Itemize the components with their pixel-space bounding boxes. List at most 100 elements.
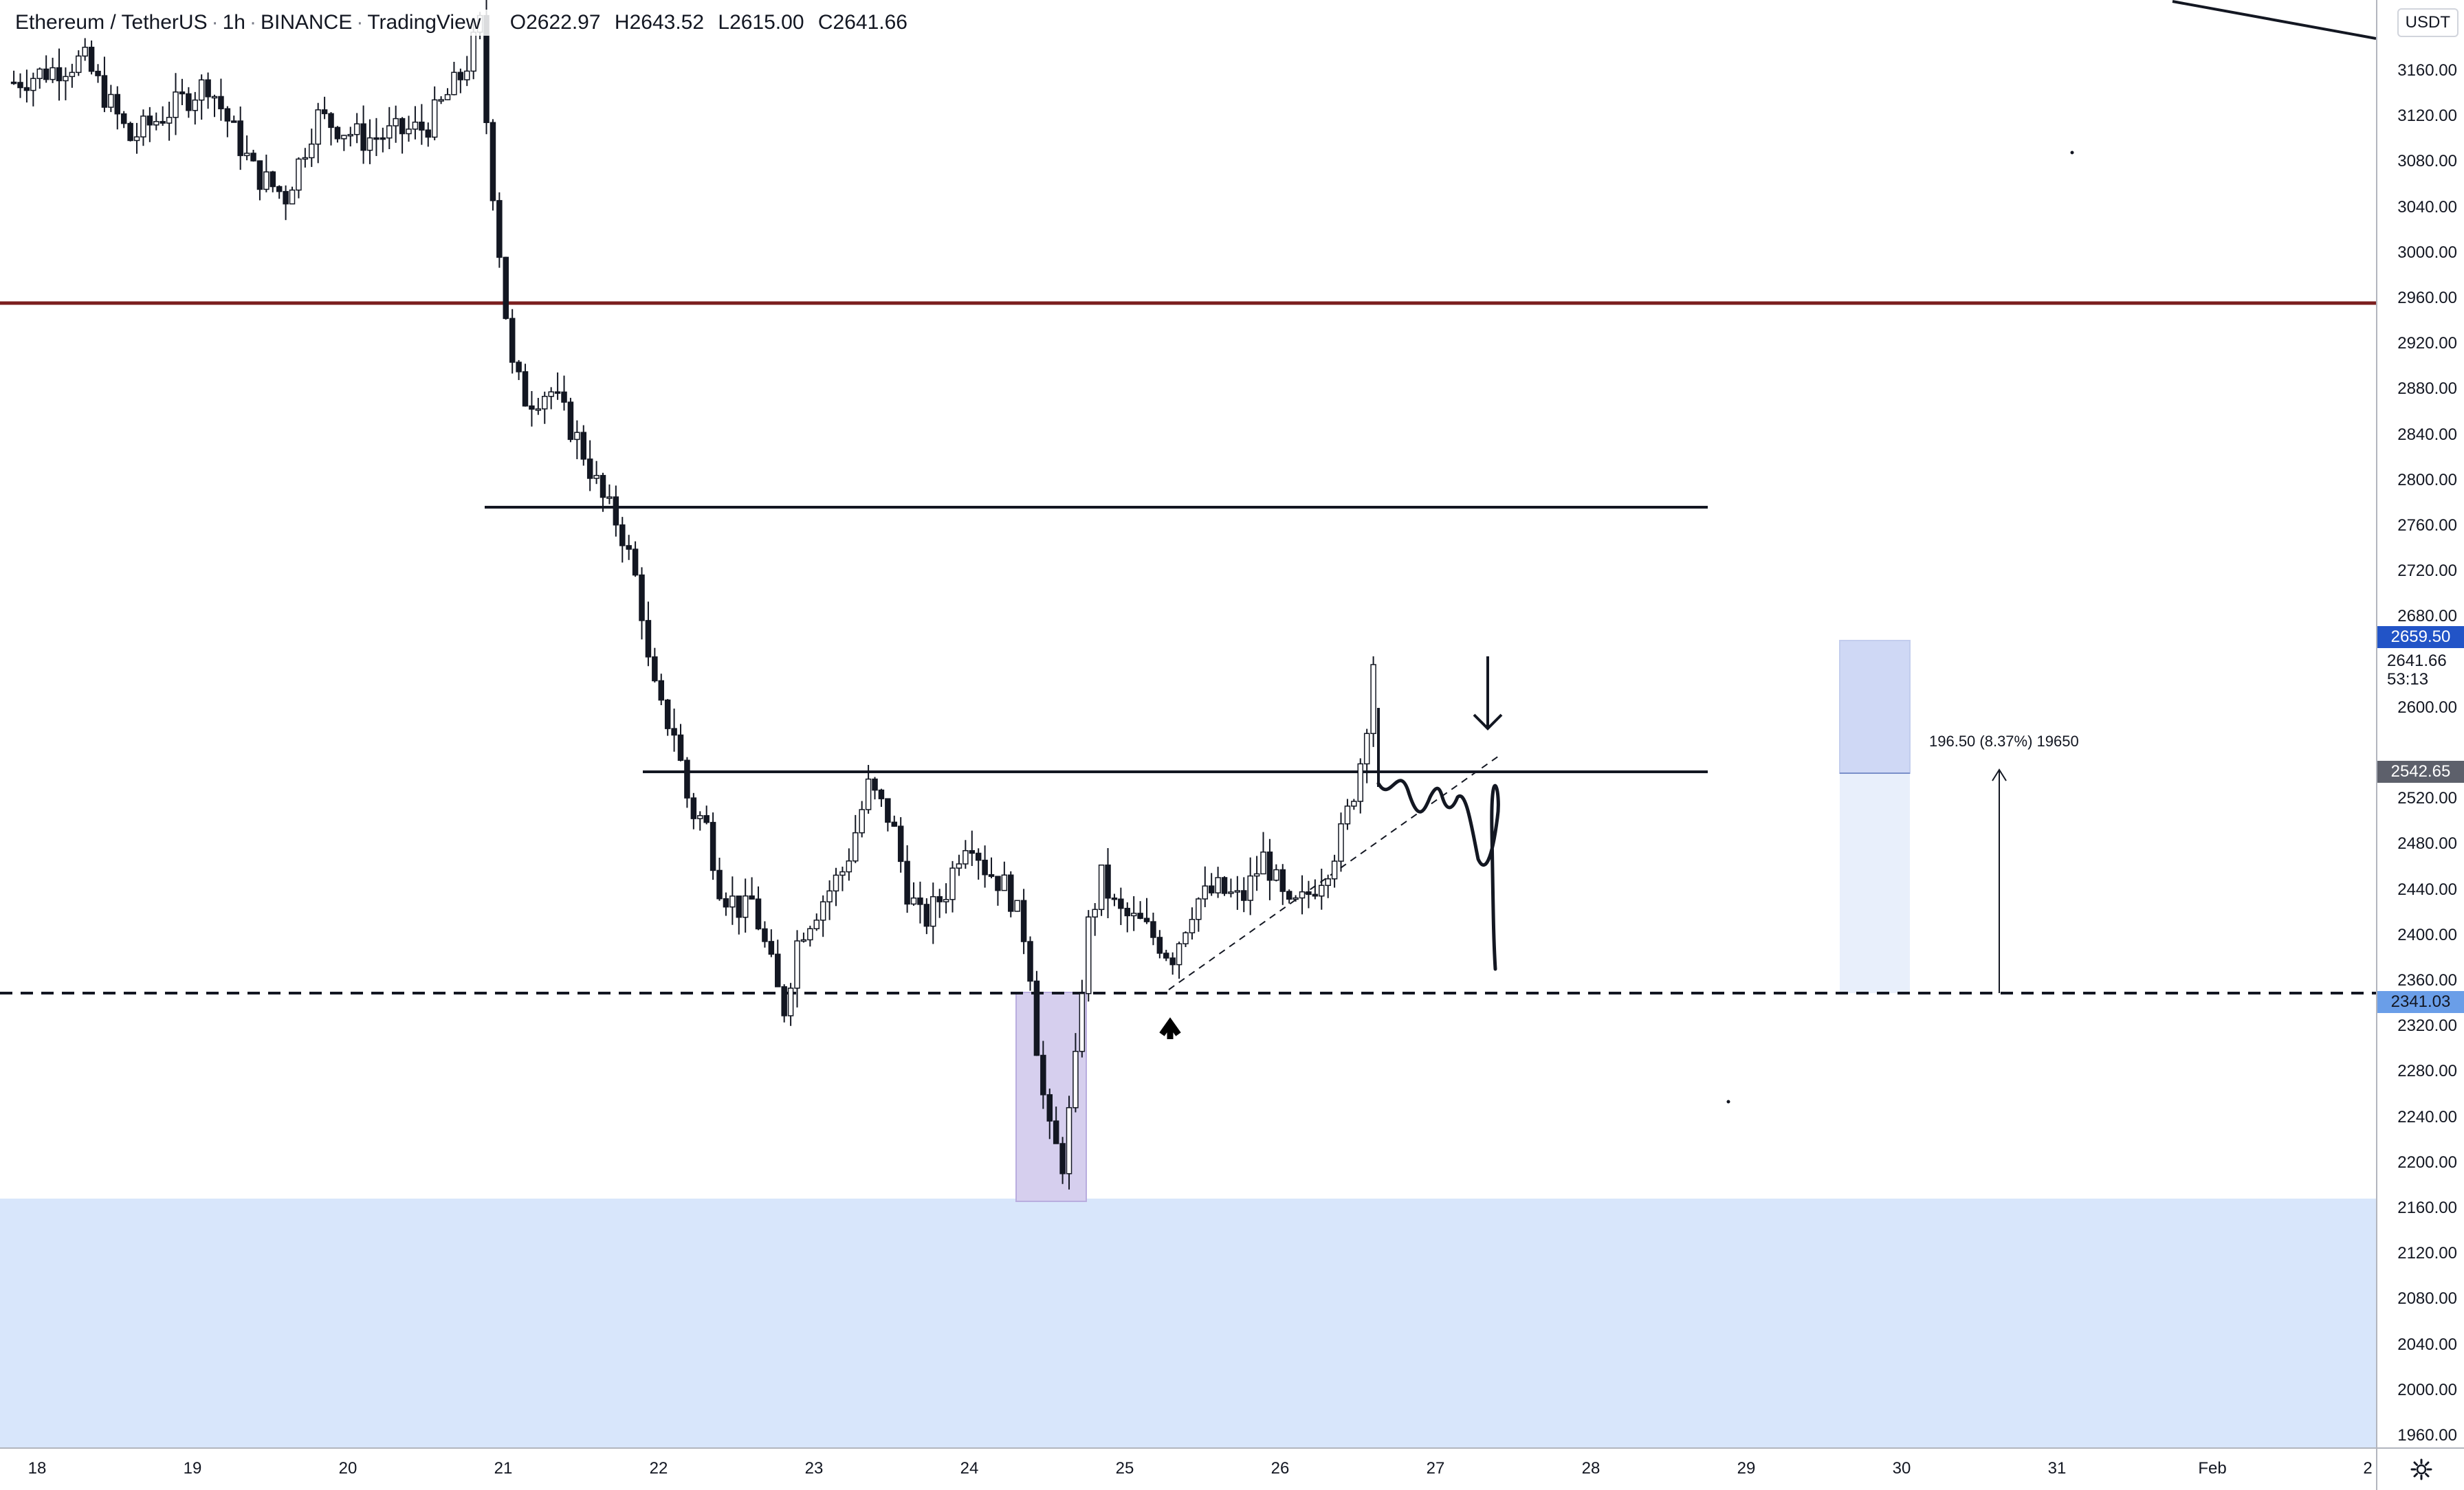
candle-body (1338, 823, 1344, 862)
symbol-header[interactable]: Ethereum / TetherUS · 1h · BINANCE · TradingVi… (11, 10, 912, 36)
symbol-name[interactable]: Ethereum / TetherUS (15, 11, 208, 34)
candle-body (1228, 891, 1234, 894)
time-scale[interactable]: 18 19 20 21 22 23 24 25 26 27 28 29 30 31 Feb 2 (0, 1447, 2376, 1490)
open-key: O (509, 11, 527, 34)
price-tick-label: 3120.00 (2397, 107, 2457, 126)
candle-body (897, 825, 904, 863)
currency-badge[interactable]: USDT (2397, 8, 2458, 37)
candle-body (1196, 898, 1202, 920)
candle-body (1150, 921, 1156, 938)
price-tick-label: 2120.00 (2397, 1244, 2457, 1263)
price-tick-label: 2760.00 (2397, 516, 2457, 535)
candle-body (1079, 992, 1086, 1052)
candle-body (1130, 913, 1137, 917)
time-tick-label: 28 (1581, 1459, 1600, 1478)
candle-body (807, 928, 813, 941)
long-position-stop-zone[interactable] (1840, 773, 1910, 993)
candle-body (826, 890, 833, 902)
low-value: 2615.00 (729, 11, 804, 34)
candle-body (360, 123, 366, 151)
chart-settings-button[interactable] (2376, 1447, 2464, 1490)
candle-body (910, 897, 917, 905)
price-tick-label: 2880.00 (2397, 379, 2457, 399)
candle-body (1202, 885, 1209, 900)
open-value: 2622.97 (526, 11, 601, 34)
candle-body (1053, 1120, 1059, 1144)
time-tick-label: 25 (1115, 1459, 1134, 1478)
price-scale[interactable]: USDT 3160.00 3120.00 3080.00 3040.00 3000.00… (2376, 0, 2464, 1447)
candle-body (10, 81, 17, 85)
candle-body (593, 475, 600, 479)
candle-body (127, 122, 133, 142)
chart-pane[interactable]: Ethereum / TetherUS · 1h · BINANCE · TradingVi… (0, 0, 2376, 1447)
price-tick-label: 2320.00 (2397, 1016, 2457, 1036)
candle-body (43, 68, 50, 80)
candle-body (794, 940, 800, 989)
long-position-target-zone[interactable] (1839, 640, 1911, 774)
price-tick-label: 2680.00 (2397, 607, 2457, 626)
price-tick-label: 2240.00 (2397, 1107, 2457, 1126)
candle-body (88, 47, 95, 72)
candle-body (1279, 869, 1286, 892)
candle-body (192, 99, 199, 111)
candle-body (522, 371, 529, 407)
candle-body (321, 109, 328, 115)
price-tick-label: 2280.00 (2397, 1062, 2457, 1081)
trend-line-top-right[interactable] (2172, 0, 2376, 40)
candle-body (516, 362, 522, 372)
high-value: 2643.52 (629, 11, 705, 34)
candle-body (198, 79, 205, 101)
interval-label[interactable]: 1h (222, 11, 245, 34)
price-tick-label: 2800.00 (2397, 470, 2457, 489)
chart-canvas[interactable] (0, 0, 2376, 1447)
candle-body (716, 869, 723, 900)
candle-body (859, 809, 865, 834)
candle-body (775, 953, 781, 988)
price-tick-label: 3160.00 (2397, 61, 2457, 80)
candle-body (1137, 913, 1143, 919)
candle-body (1008, 874, 1014, 912)
candle-body (133, 136, 140, 142)
candle-body (703, 815, 710, 823)
candle-body (1072, 1051, 1079, 1109)
projected-price-path[interactable] (1376, 779, 1500, 971)
candle-body (95, 70, 101, 76)
candle-body (23, 87, 30, 91)
candle-body (1033, 980, 1040, 1056)
candle-body (762, 928, 768, 942)
candle-body (509, 318, 516, 363)
candle-body (386, 125, 393, 139)
time-tick-label: 29 (1737, 1459, 1756, 1478)
source-label: TradingView (367, 11, 481, 34)
candle-body (923, 904, 930, 927)
candle-body (17, 82, 23, 89)
candle-body (833, 874, 839, 892)
price-tick-label: 2440.00 (2397, 880, 2457, 899)
price-tick-label: 2480.00 (2397, 834, 2457, 854)
candle-body (645, 620, 652, 658)
candle-body (988, 874, 995, 877)
candle-body (1092, 909, 1098, 918)
gear-icon[interactable] (2410, 1458, 2432, 1480)
candle-body (1001, 874, 1008, 891)
candle-body (243, 153, 250, 157)
candle-body (1163, 953, 1169, 959)
candle-body (373, 137, 380, 140)
candle-body (451, 71, 457, 96)
candle-body (561, 391, 567, 403)
close-value: 2641.66 (833, 11, 908, 34)
candle-body (224, 108, 231, 122)
candle-body (606, 496, 613, 499)
candle-body (211, 96, 218, 99)
measure-arrow[interactable] (1992, 768, 2007, 993)
demand-zone[interactable] (0, 1199, 2376, 1447)
candle-body (600, 475, 606, 498)
candle-body (781, 986, 787, 1016)
measure-label[interactable]: 196.50 (8.37%) 19650 (1929, 733, 2079, 750)
candle-body (684, 759, 690, 799)
candle-body (755, 898, 762, 930)
price-tick-label: 2400.00 (2397, 925, 2457, 944)
candle-body (173, 91, 179, 118)
candle-body (82, 47, 88, 57)
candle-body (1124, 907, 1131, 917)
